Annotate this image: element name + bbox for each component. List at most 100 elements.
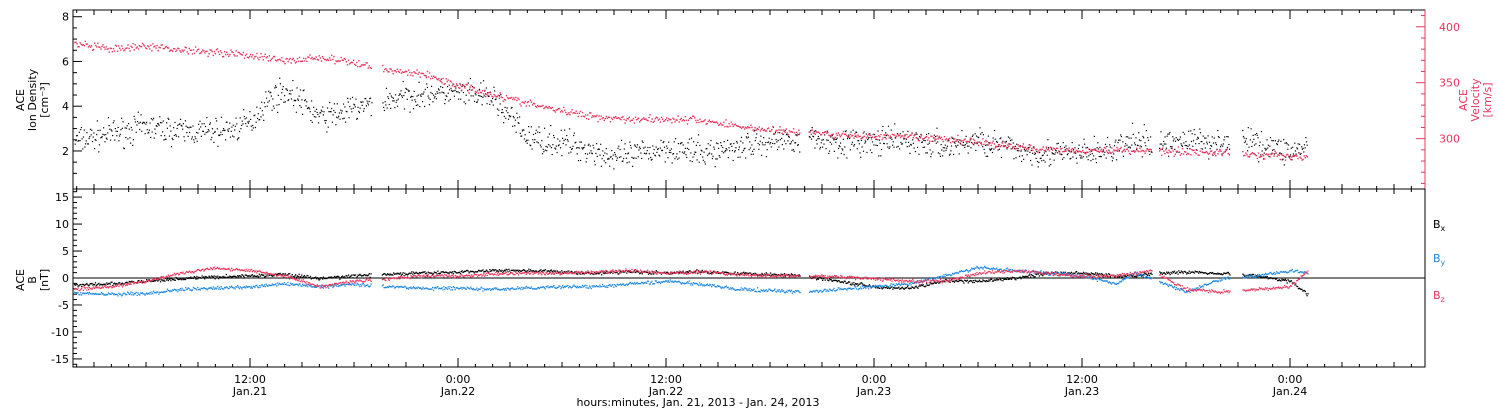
b-bx-point [912, 286, 914, 289]
velocity-point [221, 56, 224, 58]
b-by-point [503, 287, 505, 290]
b-bx-point [277, 273, 280, 275]
density-point [886, 143, 888, 145]
density-point [315, 116, 317, 118]
density-point [430, 91, 432, 94]
velocity-point [318, 55, 321, 57]
b-bx-point [1165, 273, 1167, 275]
density-point [655, 146, 657, 148]
b-by-point [79, 294, 81, 296]
b-by-point [233, 287, 235, 289]
velocity-point [469, 86, 471, 88]
density-point [1000, 137, 1002, 139]
b-by-point [159, 291, 162, 294]
density-point [739, 156, 741, 158]
b-bx-point [831, 280, 833, 282]
velocity-point [338, 60, 340, 63]
velocity-point [422, 72, 425, 75]
density-point [891, 138, 893, 140]
density-point [733, 151, 736, 153]
velocity-point [278, 59, 280, 61]
density-point [200, 126, 202, 128]
velocity-point [144, 47, 147, 49]
velocity-point [1004, 145, 1006, 147]
density-point [96, 120, 98, 122]
velocity-point [959, 142, 961, 144]
b-bx-point [93, 283, 95, 285]
density-point [828, 152, 830, 155]
velocity-point [631, 119, 634, 121]
velocity-point [753, 130, 755, 133]
velocity-point [162, 47, 165, 50]
velocity-point [498, 97, 500, 100]
density-point [528, 125, 530, 128]
density-point [857, 140, 859, 142]
density-point [115, 130, 117, 132]
velocity-point [247, 57, 250, 59]
b-bx-point [762, 273, 764, 276]
velocity-point [1125, 148, 1128, 151]
density-point [1055, 150, 1057, 152]
density-point [584, 153, 587, 155]
velocity-point [319, 57, 322, 59]
b-bx-point [688, 270, 690, 272]
density-point [653, 149, 655, 151]
density-point [603, 160, 605, 162]
velocity-point [724, 125, 726, 128]
density-point [238, 137, 240, 139]
b-bx-point [334, 276, 337, 279]
density-point [682, 144, 684, 146]
density-point [642, 141, 644, 143]
b-bx-point [160, 279, 163, 281]
b-by-point [490, 289, 492, 292]
density-point [700, 149, 702, 151]
density-point [1112, 157, 1114, 159]
velocity-point [623, 118, 625, 121]
density-point [503, 122, 505, 124]
b-by-point [146, 292, 148, 294]
density-point [1053, 159, 1055, 161]
b-by-point [526, 287, 528, 289]
b-by-point [389, 286, 391, 288]
b-bx-point [627, 270, 630, 272]
b-bx-point [904, 287, 906, 289]
density-point [621, 160, 623, 162]
velocity-point [108, 51, 110, 53]
density-point [617, 147, 619, 149]
density-point [1142, 135, 1144, 138]
velocity-point [1014, 148, 1016, 150]
density-point [1203, 143, 1205, 145]
density-point [424, 88, 426, 91]
density-point [363, 110, 365, 112]
b-bx-point [1141, 274, 1144, 277]
density-point [313, 116, 315, 118]
b-by-point [138, 293, 140, 296]
density-point [641, 140, 643, 142]
density-point [955, 145, 957, 147]
density-point [707, 143, 709, 145]
density-point [324, 122, 327, 124]
velocity-point [289, 57, 291, 60]
b-bx-point [76, 283, 78, 286]
velocity-point [747, 125, 749, 128]
b-bx-point [1304, 290, 1307, 293]
density-point [256, 106, 258, 108]
b-by-point [341, 284, 343, 286]
density-point [1287, 144, 1290, 146]
density-point [173, 134, 175, 137]
b-bx-point [314, 277, 316, 279]
b-bx-point [549, 271, 551, 273]
b-by-point [412, 286, 415, 288]
velocity-point [950, 136, 953, 138]
velocity-point [675, 119, 677, 121]
b-bx-point [1183, 271, 1185, 273]
b-bx-point [544, 268, 546, 271]
density-point [835, 138, 838, 140]
velocity-point [438, 77, 440, 80]
b-by-point [342, 283, 345, 286]
b-bx-point [685, 272, 687, 274]
density-point [927, 143, 929, 145]
b-bx-point [250, 275, 252, 278]
density-point [390, 107, 392, 110]
velocity-point [203, 50, 205, 52]
